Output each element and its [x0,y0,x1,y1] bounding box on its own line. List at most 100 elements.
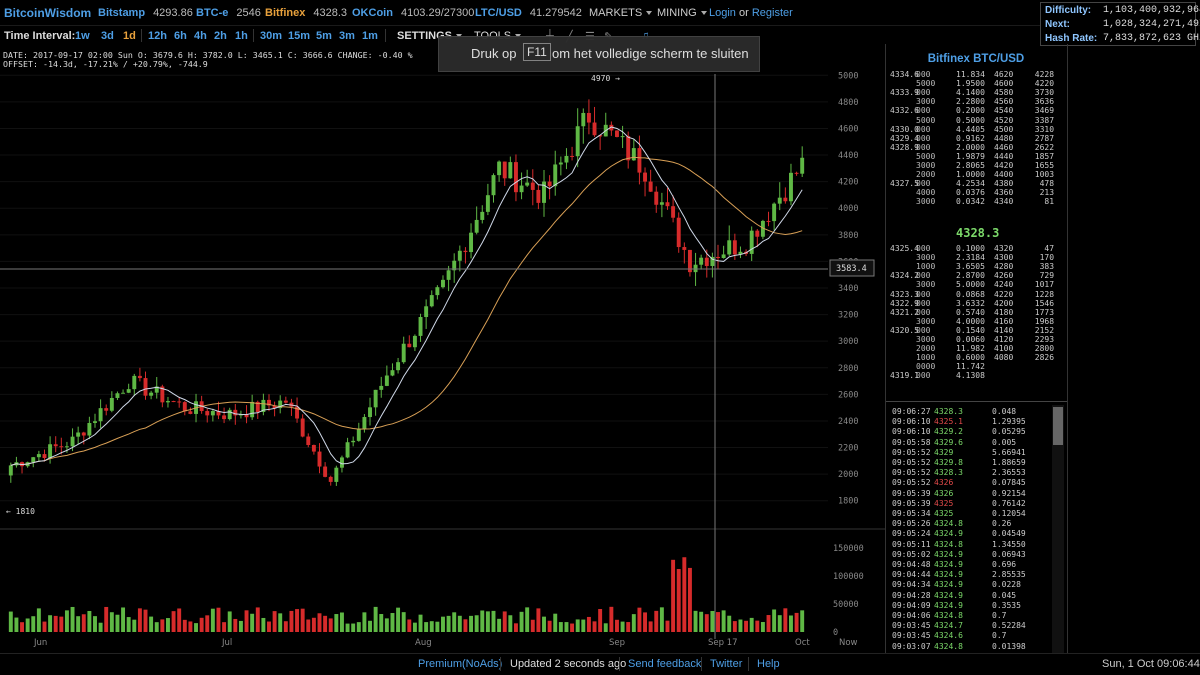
interval-4h[interactable]: 4h [194,30,207,42]
bid-cell: 2826 [1034,353,1055,363]
premium-link[interactable]: Premium(NoAds) [418,658,503,670]
x-tick-label: Jun [33,638,47,648]
bid-cell: 000 [916,325,931,335]
market-btce[interactable]: BTC-e 2546 [196,7,261,19]
interval-30m[interactable]: 30m [260,30,283,42]
market-price: 4293.86 [153,7,193,19]
candle-body [98,408,103,422]
volume-bar [699,611,704,632]
candle-body [777,197,782,204]
volume-bar [485,611,490,632]
divider [141,29,142,42]
trade-history[interactable]: 09:06:27 4328.3 0.048 09:06:10 4325.1 1.29395… [886,405,1066,653]
trade-cell: 09:04:44 [892,570,931,580]
candle-body [502,161,507,179]
feedback-link[interactable]: Send feedback [628,658,702,670]
market-bitstamp[interactable]: Bitstamp 4293.86 [98,7,193,19]
bid-cell: 4100 [994,344,1014,354]
bid-cell: 1546 [1034,298,1055,308]
candle-body [407,343,412,348]
bid-cell: 11.982 [956,344,985,354]
volume-bar [575,619,580,632]
market-okcoin[interactable]: OKCoin 4103.29/27300 [352,7,474,19]
volume-bar [222,622,227,632]
interval-1w[interactable]: 1w [75,30,90,42]
price-tick-label: 3400 [838,284,858,294]
interval-12h[interactable]: 12h [148,30,167,42]
candle-info-line2: OFFSET: -14.3d, -17.21% / +20.79%, -744.… [3,59,208,69]
candle-body [716,256,720,259]
market-ltcusd[interactable]: LTC/USD 41.279542 [475,7,582,19]
volume-bar [682,557,687,632]
ask-cell: 000 [916,88,931,98]
volume-bar [749,617,754,632]
mining-menu[interactable]: MINING [657,7,707,19]
trade-cell: 09:03:45 [892,621,931,631]
ask-cell: 2.8065 [956,161,985,170]
chart-axes: 5000480046004400420040003800360034003200… [0,71,875,648]
bid-cell: 3.6332 [956,298,985,308]
interval-3d[interactable]: 3d [101,30,114,42]
candle-body [182,402,187,412]
candle-body [665,202,670,207]
ask-cell: 000 [916,133,931,143]
volume-bar [603,623,608,632]
bid-cell: 4260 [994,271,1014,281]
market-name: Bitstamp [98,7,146,19]
moving-average-fast [10,126,803,466]
interval-15m[interactable]: 15m [288,30,311,42]
interval-6h[interactable]: 6h [174,30,187,42]
volume-bar [766,615,771,632]
candle-body [704,257,709,266]
volume-bar [542,616,546,632]
register-link[interactable]: Register [751,7,793,19]
candle-body [749,230,754,254]
interval-2h[interactable]: 2h [214,30,227,42]
trade-cell: 09:06:10 [892,417,931,427]
volume-bar [25,618,30,632]
ask-cell: 2000 [916,170,936,180]
volume-bar [687,567,692,632]
candle-body [441,279,445,288]
ask-cell: 3000 [916,197,936,207]
price-tick-label: 2200 [838,444,858,454]
interval-1m[interactable]: 1m [362,30,378,42]
trade-cell: 4329.6 [934,437,963,447]
login-link[interactable]: Login [709,7,736,19]
twitter-link[interactable]: Twitter [710,658,743,670]
candle-body [671,206,676,218]
volume-bar [59,616,64,632]
markets-menu[interactable]: MARKETS [589,7,653,19]
volume-bar [205,615,210,632]
volume-bar [160,619,165,632]
volume-bar [177,608,182,632]
candle-body [121,392,126,394]
volume-bar [401,612,406,632]
help-link[interactable]: Help [757,658,780,670]
volume-bars [8,557,805,632]
trade-cell: 09:05:34 [892,509,931,518]
market-bitfinex[interactable]: Bitfinex 4328.3 [265,7,347,19]
interval-1h[interactable]: 1h [235,30,248,42]
trade-cell: 0.048 [992,407,1017,416]
interval-5m[interactable]: 5m [316,30,332,42]
ask-cell: 000 [916,179,931,189]
trade-scrollbar-thumb[interactable] [1053,407,1063,445]
volume-bar [149,616,154,632]
trade-scrollbar[interactable] [1052,405,1064,653]
interval-1d[interactable]: 1d [123,30,136,42]
volume-bar [491,610,496,632]
volume-bar [755,620,760,632]
interval-3m[interactable]: 3m [339,30,355,42]
brand-logo[interactable]: BitcoinWisdom [4,6,92,20]
volume-bar [418,614,423,632]
price-chart[interactable]: 5000480046004400420040003800360034003200… [0,44,885,652]
ask-cell: 4340 [994,197,1014,207]
trade-cell: 1.88659 [992,458,1026,467]
volume-bar [435,621,440,632]
bid-cell: 4321.2 [890,307,919,317]
candle-body [452,260,457,271]
volume-bar [631,614,636,632]
panel-divider [886,401,1067,402]
candle-body [356,428,361,441]
